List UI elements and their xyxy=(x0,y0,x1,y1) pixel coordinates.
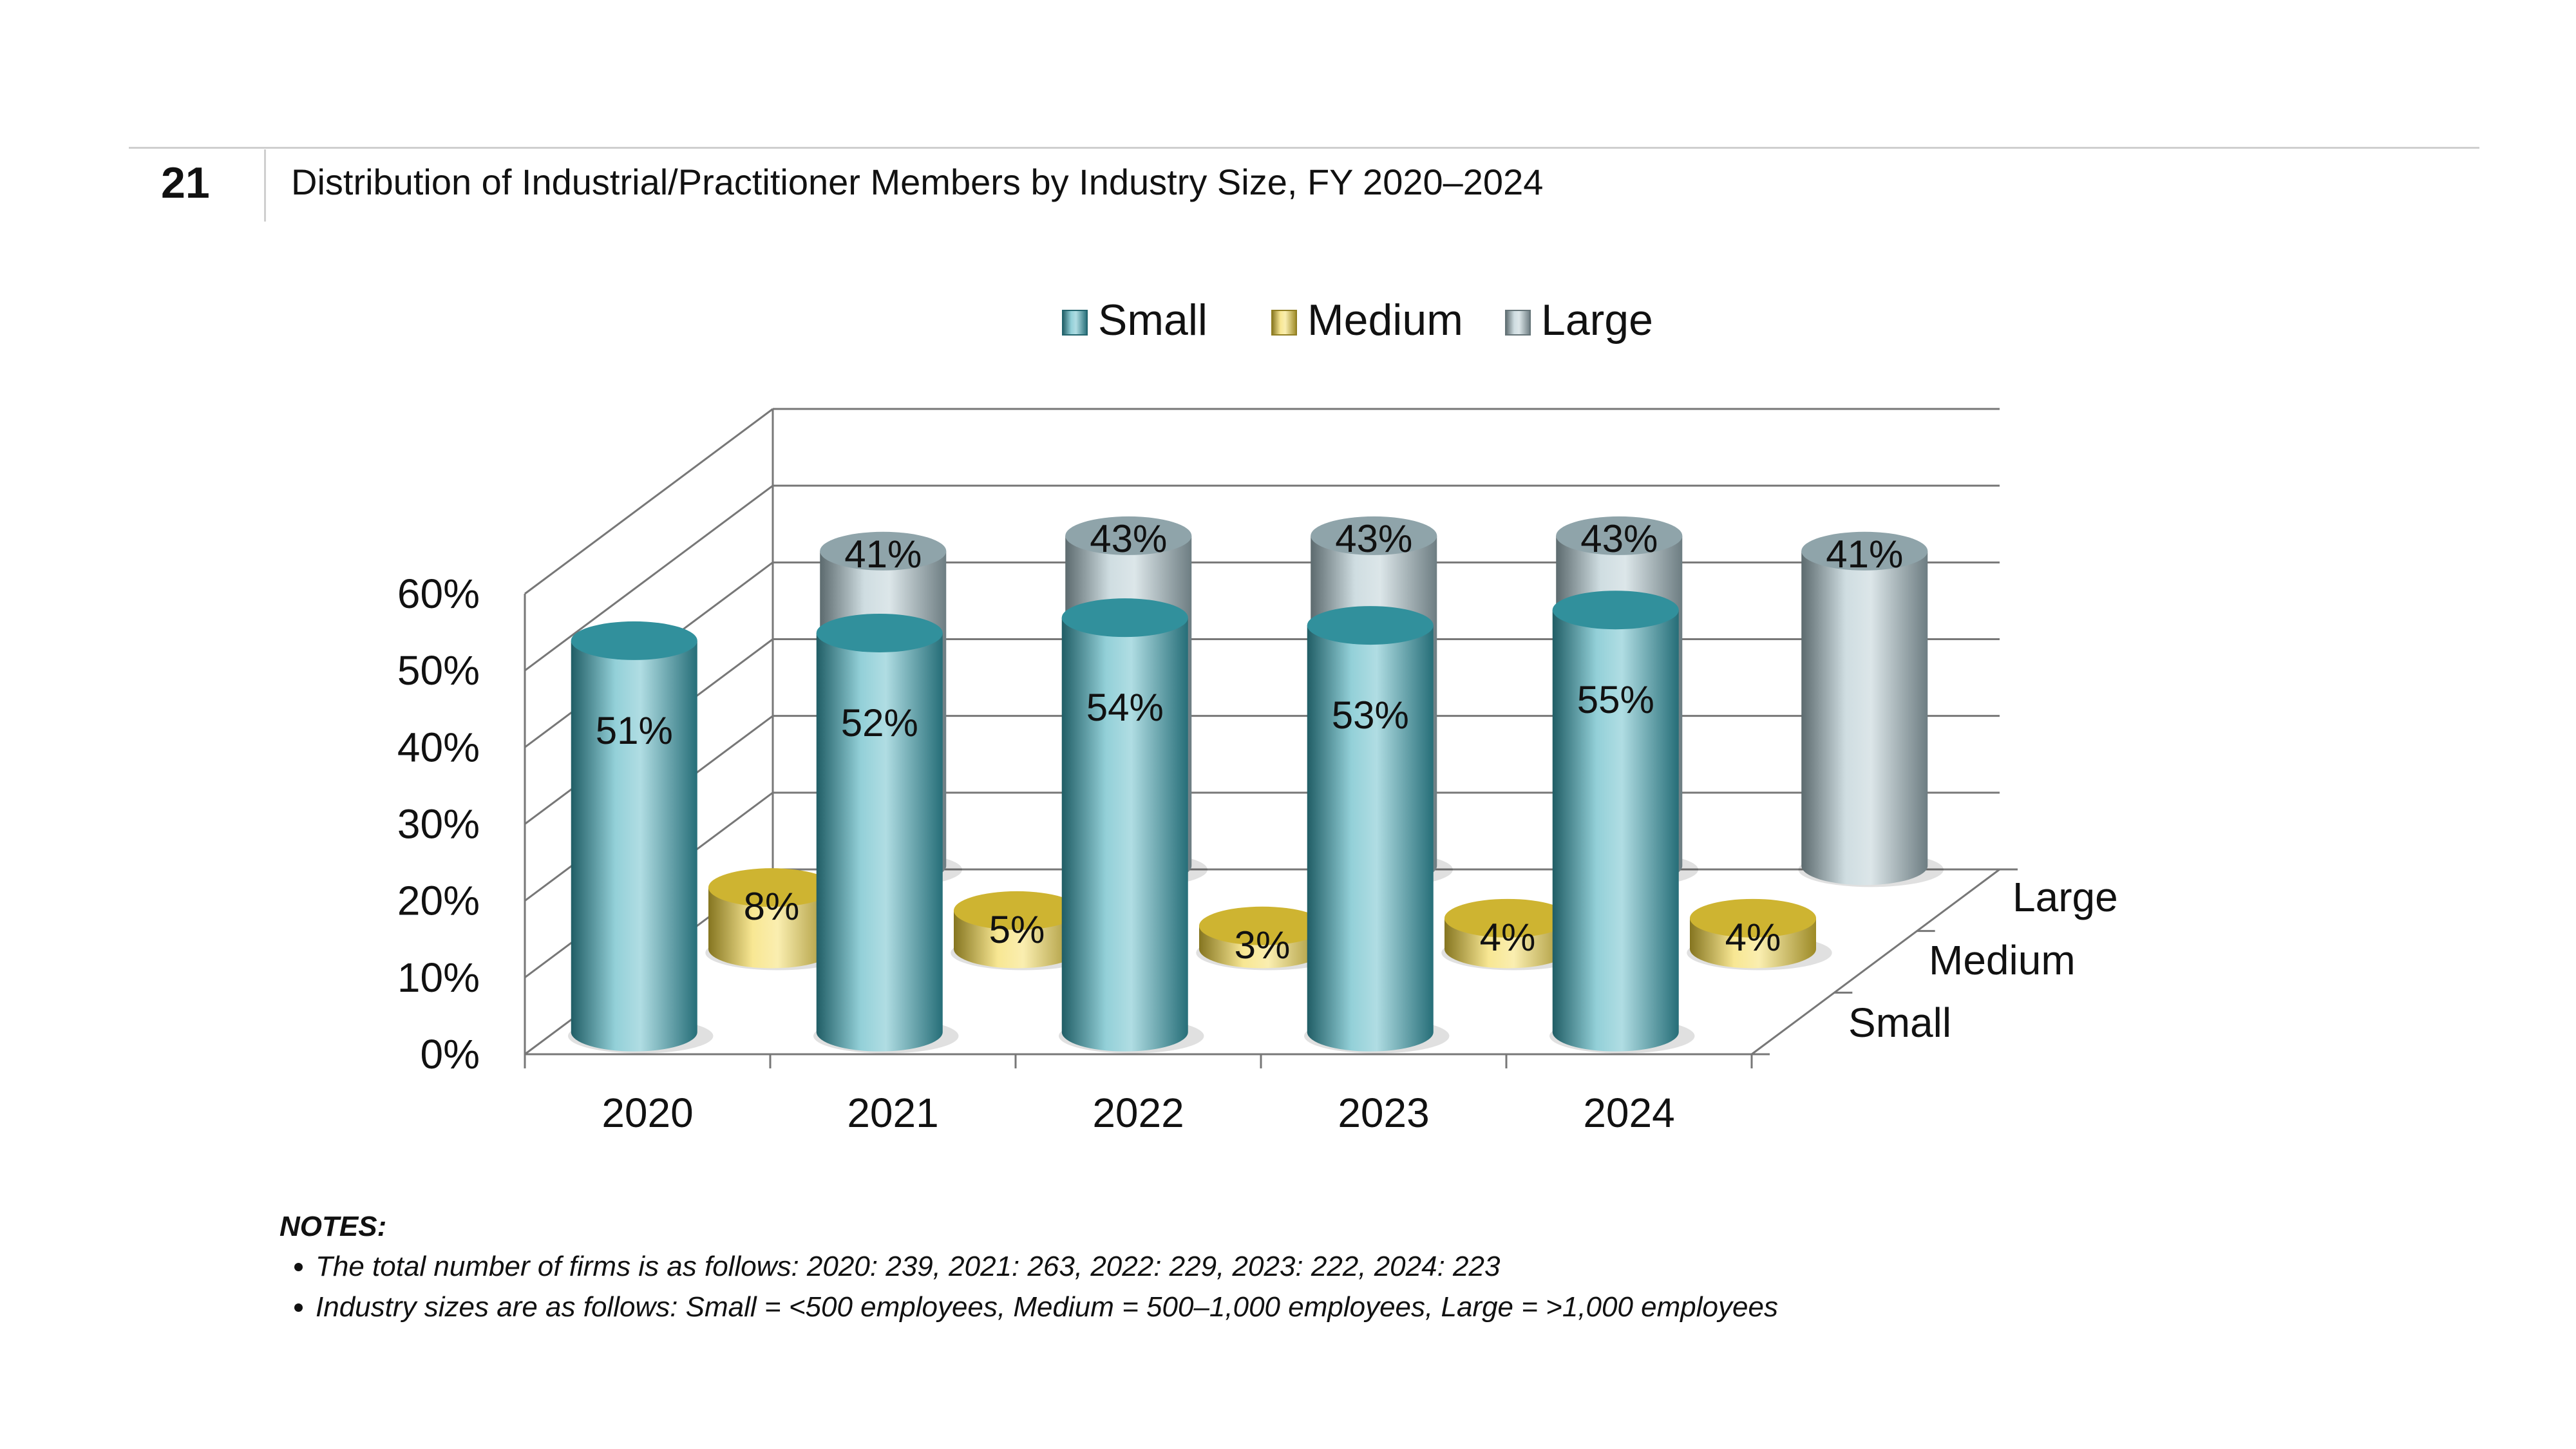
data-label: 4% xyxy=(1725,916,1781,959)
depth-axis-label: Medium xyxy=(1929,937,2076,983)
bar xyxy=(1061,618,1188,1052)
x-tick-label: 2022 xyxy=(1092,1090,1184,1136)
bar-top xyxy=(1199,906,1325,945)
bar-top xyxy=(1061,598,1188,638)
legend-swatch xyxy=(1505,310,1531,336)
notes-title: NOTES: xyxy=(279,1211,387,1242)
y-tick-label: 30% xyxy=(397,801,480,848)
data-label: 4% xyxy=(1480,916,1536,959)
data-label: 41% xyxy=(844,533,922,576)
bar xyxy=(708,887,835,969)
bar xyxy=(571,640,697,1052)
x-tick-label: 2024 xyxy=(1583,1090,1674,1136)
legend-label: Large xyxy=(1541,296,1653,345)
bar xyxy=(816,632,943,1052)
note-item: The total number of firms is as follows:… xyxy=(316,1248,1778,1285)
x-tick-label: 2020 xyxy=(601,1090,693,1136)
data-label: 43% xyxy=(1335,517,1412,560)
bar-top xyxy=(571,621,697,660)
legend-label: Small xyxy=(1098,296,1208,345)
y-tick-label: 10% xyxy=(397,954,480,1001)
data-label: 43% xyxy=(1580,517,1658,560)
bar-top xyxy=(820,531,947,571)
bar-top xyxy=(1556,516,1683,555)
floor-right-edge xyxy=(1751,868,2000,1056)
bar xyxy=(1552,610,1679,1052)
legend: Small Medium Large xyxy=(1062,296,1653,345)
bar-top xyxy=(1307,606,1434,645)
bar-top xyxy=(816,613,943,652)
figure-title: Distribution of Industrial/Practitioner … xyxy=(291,162,1544,202)
note-item: Industry sizes are as follows: Small = <… xyxy=(316,1289,1778,1325)
notes-list: The total number of firms is as follows:… xyxy=(279,1248,1778,1325)
bar-top xyxy=(1690,898,1816,938)
grid-line-side xyxy=(524,408,773,595)
bar xyxy=(1801,551,1928,886)
series-small xyxy=(568,591,1695,1054)
bar-top xyxy=(1065,516,1192,555)
notes: NOTES: The total number of firms is as f… xyxy=(279,1211,1778,1329)
bar-top xyxy=(1801,531,1928,571)
bar-top xyxy=(1444,898,1571,938)
bar-top xyxy=(1552,591,1679,630)
header-separator xyxy=(264,149,266,222)
x-tick-label: 2023 xyxy=(1338,1090,1429,1136)
legend-swatch xyxy=(1271,310,1297,336)
series-medium xyxy=(705,868,1832,971)
y-tick-label: 20% xyxy=(397,878,480,924)
legend-swatch xyxy=(1062,310,1088,336)
data-label: 52% xyxy=(841,701,918,744)
data-label: 41% xyxy=(1826,533,1903,576)
bar-top xyxy=(954,891,1080,930)
data-label: 8% xyxy=(744,885,800,928)
y-tick-label: 0% xyxy=(421,1031,480,1077)
y-tick-label: 40% xyxy=(397,724,480,770)
header-rule xyxy=(129,147,2479,149)
legend-label: Medium xyxy=(1307,296,1463,345)
grid-line-side xyxy=(524,484,773,672)
y-tick-label: 60% xyxy=(397,571,480,617)
bar-top xyxy=(1311,516,1437,555)
y-tick-label: 50% xyxy=(397,647,480,694)
chart-svg: 0% 10% 20% 30% 40% 50% 60% 2020 2021 2022 2023 2024… xyxy=(397,296,2118,1136)
bar-top xyxy=(708,868,835,907)
data-label: 55% xyxy=(1577,678,1654,721)
depth-axis-label: Large xyxy=(2012,874,2118,920)
bar xyxy=(1307,625,1434,1052)
data-label: 54% xyxy=(1086,686,1164,729)
x-tick-label: 2021 xyxy=(847,1090,938,1136)
data-label: 43% xyxy=(1090,517,1167,560)
data-label: 3% xyxy=(1235,923,1291,967)
data-label: 5% xyxy=(989,908,1045,951)
data-label: 53% xyxy=(1332,694,1409,737)
figure-number: 21 xyxy=(161,158,210,207)
depth-axis-label: Small xyxy=(1848,999,1951,1046)
data-label: 51% xyxy=(596,709,673,752)
